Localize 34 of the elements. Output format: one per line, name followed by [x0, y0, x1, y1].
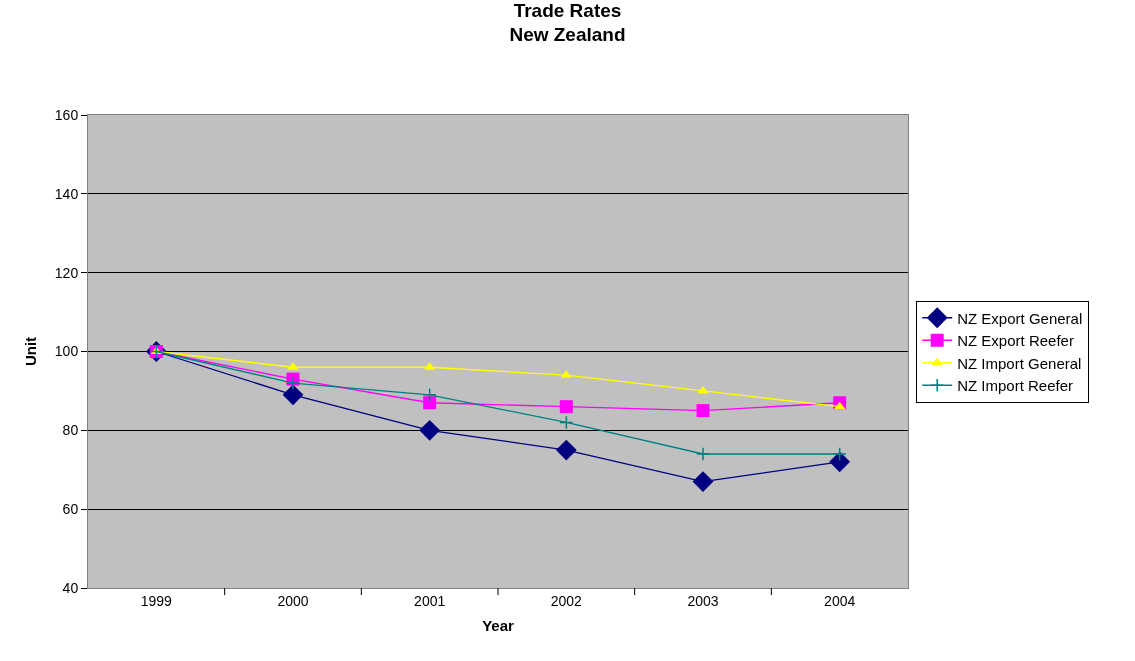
- x-tick-label: 2000: [277, 592, 309, 609]
- y-tick-label: 40: [62, 579, 79, 596]
- y-tick-label: 80: [62, 422, 79, 439]
- x-tick-label: 2001: [414, 592, 446, 609]
- chart-title: Trade Rates: [513, 0, 622, 21]
- legend-label: NZ Export Reefer: [957, 332, 1074, 350]
- y-tick-label: 160: [54, 106, 79, 123]
- x-tick-label: 2003: [687, 592, 719, 609]
- point: [559, 415, 574, 430]
- point: [282, 384, 304, 406]
- point: [559, 400, 573, 414]
- point: [423, 396, 437, 410]
- y-tick-label: 60: [62, 501, 79, 518]
- legend-label: NZ Import General: [957, 354, 1082, 372]
- x-tick-label: 2004: [824, 592, 856, 609]
- point: [285, 375, 301, 391]
- chart-subtitle: New Zealand: [509, 24, 626, 46]
- x-tick-label: 1999: [140, 592, 173, 609]
- legend-label: NZ Import Reefer: [957, 377, 1074, 395]
- x-tick-label: 2002: [550, 592, 583, 609]
- point: [419, 419, 441, 441]
- point: [696, 404, 710, 418]
- x-axis-title: Year: [482, 616, 515, 634]
- point: [829, 451, 851, 473]
- legend-label: NZ Export General: [957, 309, 1083, 327]
- y-axis-title: Unit: [22, 336, 40, 367]
- y-tick-label: 120: [54, 264, 79, 281]
- point: [422, 387, 437, 402]
- point: [832, 446, 847, 462]
- point: [555, 439, 577, 461]
- y-tick-label: 100: [54, 343, 79, 360]
- point: [695, 446, 711, 462]
- y-tick-label: 140: [54, 185, 79, 202]
- point: [692, 471, 714, 492]
